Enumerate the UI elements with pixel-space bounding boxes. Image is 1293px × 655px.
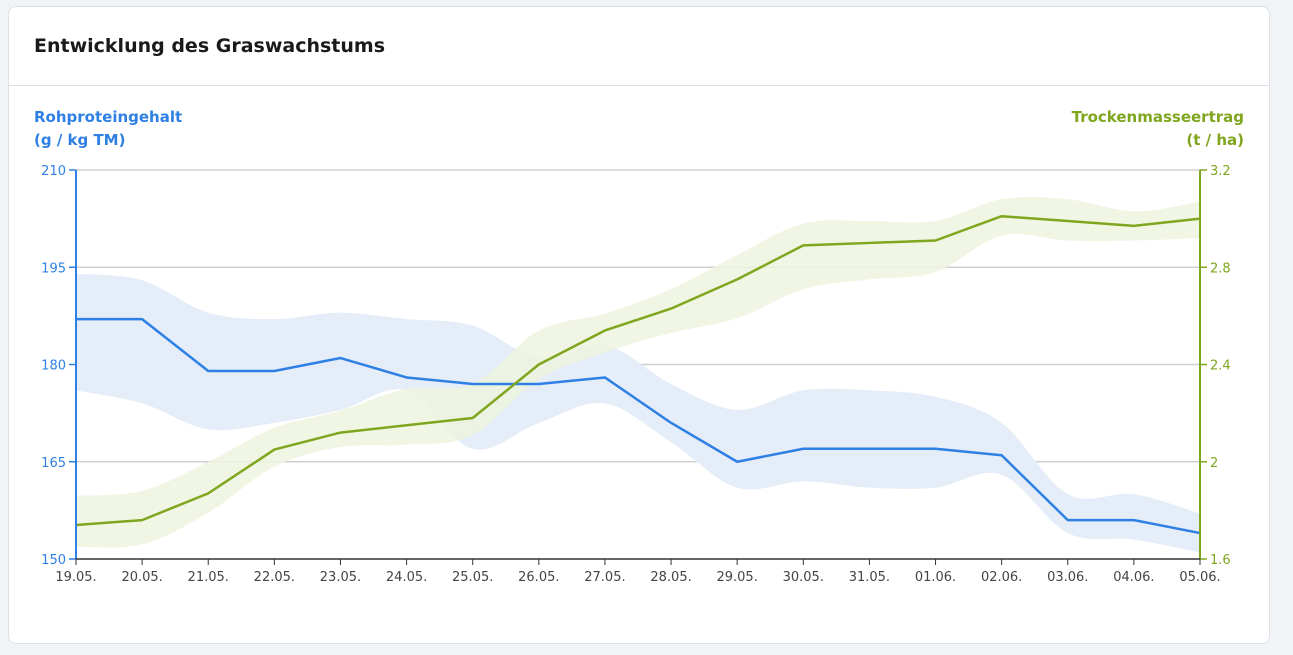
right-axis-label-2: (t / ha) xyxy=(1186,131,1244,149)
left-tick-label: 150 xyxy=(41,553,66,568)
protein-line xyxy=(76,317,1201,535)
right-tick-label: 2.4 xyxy=(1210,359,1231,374)
x-tick-label: 28.05. xyxy=(650,570,691,585)
x-tick-label: 25.05. xyxy=(452,570,493,585)
left-tick-label: 210 xyxy=(41,164,66,179)
x-tick-label: 27.05. xyxy=(584,570,625,585)
left-tick-label: 165 xyxy=(41,456,66,471)
right-tick-label: 2 xyxy=(1210,456,1218,471)
card-header xyxy=(9,7,1269,86)
card-title: Entwicklung des Graswachstums xyxy=(34,35,386,57)
x-tick-label: 23.05. xyxy=(320,570,361,585)
x-tick-label: 20.05. xyxy=(121,570,162,585)
right-tick-label: 2.8 xyxy=(1210,261,1231,276)
x-tick-label: 30.05. xyxy=(783,570,824,585)
left-axis-label-2: (g / kg TM) xyxy=(34,131,125,149)
x-tick-label: 31.05. xyxy=(849,570,890,585)
right-axis-label-1: Trockenmasseertrag xyxy=(1072,108,1244,126)
left-tick-label: 180 xyxy=(41,359,66,374)
x-tick-label: 01.06. xyxy=(915,570,956,585)
left-tick-label: 195 xyxy=(41,261,66,276)
x-tick-label: 05.06. xyxy=(1179,570,1220,585)
x-tick-label: 24.05. xyxy=(386,570,427,585)
x-tick-label: 29.05. xyxy=(716,570,757,585)
x-tick-label: 03.06. xyxy=(1047,570,1088,585)
yield-line xyxy=(75,214,1201,527)
x-tick-label: 26.05. xyxy=(518,570,559,585)
x-tick-label: 19.05. xyxy=(55,570,96,585)
right-tick-label: 3.2 xyxy=(1210,164,1231,179)
x-tick-label: 21.05. xyxy=(188,570,229,585)
x-tick-label: 04.06. xyxy=(1113,570,1154,585)
protein-range-band xyxy=(76,273,1200,553)
left-axis-label-1: Rohproteingehalt xyxy=(34,108,182,126)
yield-range-band xyxy=(76,197,1200,548)
right-tick-label: 1.6 xyxy=(1210,553,1231,568)
x-tick-label: 02.06. xyxy=(981,570,1022,585)
x-tick-label: 22.05. xyxy=(254,570,295,585)
